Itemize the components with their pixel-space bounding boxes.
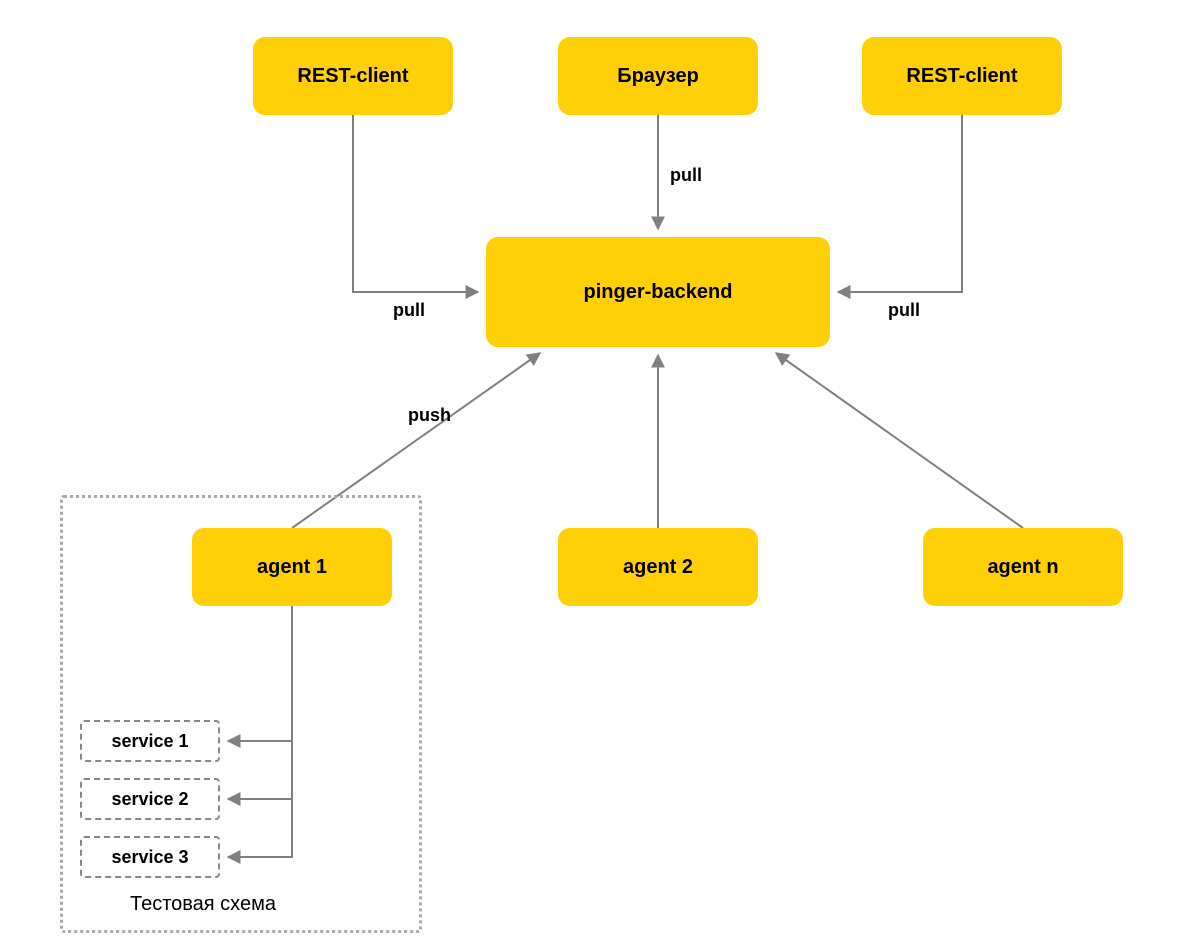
node-service-2: service 2: [80, 778, 220, 820]
node-browser: Браузер: [558, 37, 758, 115]
node-agent-n: agent n: [923, 528, 1123, 606]
node-label: REST-client: [906, 65, 1017, 88]
node-label: service 1: [111, 731, 188, 752]
node-agent-1: agent 1: [192, 528, 392, 606]
node-agent-2: agent 2: [558, 528, 758, 606]
edge-label-push: push: [408, 405, 451, 426]
node-label: pinger-backend: [584, 281, 733, 304]
edge-e1: [353, 115, 478, 292]
edge-e3: [838, 115, 962, 292]
group-test-env-label: Тестовая схема: [130, 893, 276, 916]
node-label: agent 1: [257, 556, 327, 579]
node-service-1: service 1: [80, 720, 220, 762]
node-rest-client-1: REST-client: [253, 37, 453, 115]
edge-label-pull-3: pull: [888, 300, 920, 321]
edge-e6: [776, 353, 1023, 528]
node-label: service 3: [111, 847, 188, 868]
edge-label-pull-2: pull: [670, 165, 702, 186]
node-label: agent 2: [623, 556, 693, 579]
node-label: agent n: [987, 556, 1058, 579]
node-label: Браузер: [617, 65, 699, 88]
edge-label-pull-1: pull: [393, 300, 425, 321]
node-label: REST-client: [297, 65, 408, 88]
diagram-stage: Тестовая схема REST-client Браузер REST-…: [0, 0, 1200, 950]
node-pinger-backend: pinger-backend: [486, 237, 830, 347]
node-service-3: service 3: [80, 836, 220, 878]
node-rest-client-2: REST-client: [862, 37, 1062, 115]
node-label: service 2: [111, 789, 188, 810]
